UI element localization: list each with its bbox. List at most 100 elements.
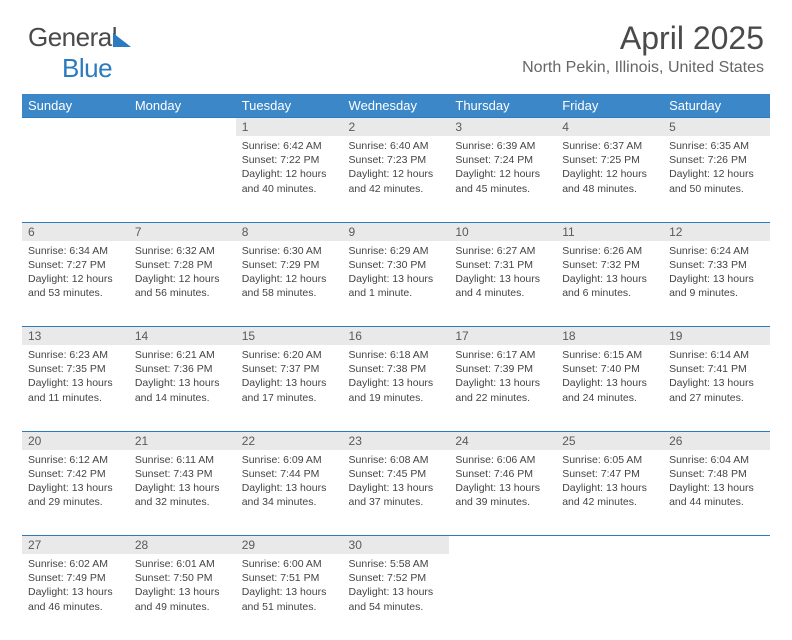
day-body-cell: Sunrise: 6:05 AMSunset: 7:47 PMDaylight:… bbox=[556, 450, 663, 536]
day-body-cell: Sunrise: 6:27 AMSunset: 7:31 PMDaylight:… bbox=[449, 241, 556, 327]
day-body-cell: Sunrise: 6:17 AMSunset: 7:39 PMDaylight:… bbox=[449, 345, 556, 431]
sunset-text: Sunset: 7:43 PM bbox=[135, 467, 230, 481]
daylight-text-1: Daylight: 13 hours bbox=[669, 376, 764, 390]
sunrise-text: Sunrise: 6:24 AM bbox=[669, 244, 764, 258]
sunrise-text: Sunrise: 6:34 AM bbox=[28, 244, 123, 258]
daylight-text-1: Daylight: 13 hours bbox=[135, 376, 230, 390]
daylight-text-1: Daylight: 12 hours bbox=[349, 167, 444, 181]
daylight-text-1: Daylight: 12 hours bbox=[455, 167, 550, 181]
sunset-text: Sunset: 7:36 PM bbox=[135, 362, 230, 376]
daylight-text-1: Daylight: 13 hours bbox=[242, 376, 337, 390]
day-body-cell: Sunrise: 6:32 AMSunset: 7:28 PMDaylight:… bbox=[129, 241, 236, 327]
sunset-text: Sunset: 7:48 PM bbox=[669, 467, 764, 481]
sunrise-text: Sunrise: 6:23 AM bbox=[28, 348, 123, 362]
daylight-text-2: and 9 minutes. bbox=[669, 286, 764, 300]
day-body-cell: Sunrise: 6:15 AMSunset: 7:40 PMDaylight:… bbox=[556, 345, 663, 431]
sunrise-text: Sunrise: 6:12 AM bbox=[28, 453, 123, 467]
daylight-text-1: Daylight: 13 hours bbox=[28, 481, 123, 495]
sunset-text: Sunset: 7:47 PM bbox=[562, 467, 657, 481]
day-body-row: Sunrise: 6:23 AMSunset: 7:35 PM Daylight:… bbox=[22, 345, 770, 431]
daylight-text-2: and 40 minutes. bbox=[242, 182, 337, 196]
day-body-cell bbox=[129, 136, 236, 222]
day-header: Saturday bbox=[663, 94, 770, 118]
day-header: Tuesday bbox=[236, 94, 343, 118]
daylight-text-2: and 27 minutes. bbox=[669, 391, 764, 405]
day-body-cell: Sunrise: 6:04 AMSunset: 7:48 PMDaylight:… bbox=[663, 450, 770, 536]
day-body-cell bbox=[449, 554, 556, 640]
daylight-text-1: Daylight: 13 hours bbox=[349, 272, 444, 286]
day-number-cell: 3 bbox=[449, 118, 556, 137]
day-number-cell: 20 bbox=[22, 431, 129, 450]
daylight-text-2: and 4 minutes. bbox=[455, 286, 550, 300]
sunset-text: Sunset: 7:29 PM bbox=[242, 258, 337, 272]
sunset-text: Sunset: 7:39 PM bbox=[455, 362, 550, 376]
day-body-cell: Sunrise: 6:23 AMSunset: 7:35 PMDaylight:… bbox=[22, 345, 129, 431]
sunrise-text: Sunrise: 6:30 AM bbox=[242, 244, 337, 258]
logo-triangle-icon bbox=[113, 33, 131, 47]
day-number-cell: 15 bbox=[236, 327, 343, 346]
daylight-text-2: and 45 minutes. bbox=[455, 182, 550, 196]
sunrise-text: Sunrise: 6:11 AM bbox=[135, 453, 230, 467]
day-body-cell bbox=[22, 136, 129, 222]
sunrise-text: Sunrise: 6:05 AM bbox=[562, 453, 657, 467]
sunset-text: Sunset: 7:46 PM bbox=[455, 467, 550, 481]
daylight-text-2: and 56 minutes. bbox=[135, 286, 230, 300]
day-header: Friday bbox=[556, 94, 663, 118]
day-header: Monday bbox=[129, 94, 236, 118]
day-number-cell: 18 bbox=[556, 327, 663, 346]
day-body-cell: Sunrise: 6:29 AMSunset: 7:30 PMDaylight:… bbox=[343, 241, 450, 327]
daylight-text-1: Daylight: 13 hours bbox=[135, 585, 230, 599]
daylight-text-2: and 50 minutes. bbox=[669, 182, 764, 196]
location: North Pekin, Illinois, United States bbox=[522, 59, 764, 77]
sunrise-text: Sunrise: 6:02 AM bbox=[28, 557, 123, 571]
day-number-cell: 2 bbox=[343, 118, 450, 137]
sunrise-text: Sunrise: 6:35 AM bbox=[669, 139, 764, 153]
day-body-row: Sunrise: 6:42 AMSunset: 7:22 PMDaylight:… bbox=[22, 136, 770, 222]
logo-text: General Blue bbox=[28, 22, 135, 83]
sunrise-text: Sunrise: 6:08 AM bbox=[349, 453, 444, 467]
daylight-text-2: and 34 minutes. bbox=[242, 495, 337, 509]
day-body-cell: Sunrise: 6:02 AMSunset: 7:49 PMDaylight:… bbox=[22, 554, 129, 640]
daylight-text-1: Daylight: 13 hours bbox=[562, 272, 657, 286]
calendar-table: SundayMondayTuesdayWednesdayThursdayFrid… bbox=[22, 94, 770, 640]
sunrise-text: Sunrise: 6:27 AM bbox=[455, 244, 550, 258]
sunrise-text: Sunrise: 6:17 AM bbox=[455, 348, 550, 362]
day-body-cell: Sunrise: 6:37 AMSunset: 7:25 PMDaylight:… bbox=[556, 136, 663, 222]
day-number-cell: 21 bbox=[129, 431, 236, 450]
sunset-text: Sunset: 7:31 PM bbox=[455, 258, 550, 272]
sunrise-text: Sunrise: 6:09 AM bbox=[242, 453, 337, 467]
day-number-row: 13141516171819 bbox=[22, 327, 770, 346]
day-body-cell: Sunrise: 6:14 AMSunset: 7:41 PMDaylight:… bbox=[663, 345, 770, 431]
day-header: Thursday bbox=[449, 94, 556, 118]
daylight-text-1: Daylight: 12 hours bbox=[562, 167, 657, 181]
daylight-text-2: and 48 minutes. bbox=[562, 182, 657, 196]
daylight-text-2: and 19 minutes. bbox=[349, 391, 444, 405]
daylight-text-1: Daylight: 13 hours bbox=[669, 481, 764, 495]
day-body-row: Sunrise: 6:12 AMSunset: 7:42 PMDaylight:… bbox=[22, 450, 770, 536]
sunset-text: Sunset: 7:27 PM bbox=[28, 258, 123, 272]
day-body-cell: Sunrise: 6:08 AMSunset: 7:45 PMDaylight:… bbox=[343, 450, 450, 536]
daylight-text-1: Daylight: 12 hours bbox=[28, 272, 123, 286]
daylight-text-1: Daylight: 13 hours bbox=[455, 272, 550, 286]
daylight-text-1: Daylight: 13 hours bbox=[669, 272, 764, 286]
daylight-text-1: Daylight: 13 hours bbox=[349, 376, 444, 390]
sunset-text: Sunset: 7:32 PM bbox=[562, 258, 657, 272]
sunset-text: Sunset: 7:45 PM bbox=[349, 467, 444, 481]
day-body-cell: Sunrise: 6:39 AMSunset: 7:24 PMDaylight:… bbox=[449, 136, 556, 222]
daylight-text-1: Daylight: 13 hours bbox=[28, 585, 123, 599]
sunrise-text: Sunrise: 6:15 AM bbox=[562, 348, 657, 362]
day-body-cell: Sunrise: 6:24 AMSunset: 7:33 PMDaylight:… bbox=[663, 241, 770, 327]
sunset-text: Sunset: 7:33 PM bbox=[669, 258, 764, 272]
sunset-text: Sunset: 7:22 PM bbox=[242, 153, 337, 167]
day-number-cell: 11 bbox=[556, 222, 663, 241]
sunset-text: Sunset: 7:35 PM bbox=[28, 362, 123, 376]
day-number-cell bbox=[663, 536, 770, 555]
day-number-cell bbox=[129, 118, 236, 137]
day-body-cell: Sunrise: 6:34 AMSunset: 7:27 PMDaylight:… bbox=[22, 241, 129, 327]
sunrise-text: Sunrise: 6:06 AM bbox=[455, 453, 550, 467]
sunset-text: Sunset: 7:41 PM bbox=[669, 362, 764, 376]
daylight-text-1: Daylight: 13 hours bbox=[455, 481, 550, 495]
sunrise-text: Sunrise: 6:20 AM bbox=[242, 348, 337, 362]
daylight-text-2: and 58 minutes. bbox=[242, 286, 337, 300]
day-number-cell bbox=[22, 118, 129, 137]
